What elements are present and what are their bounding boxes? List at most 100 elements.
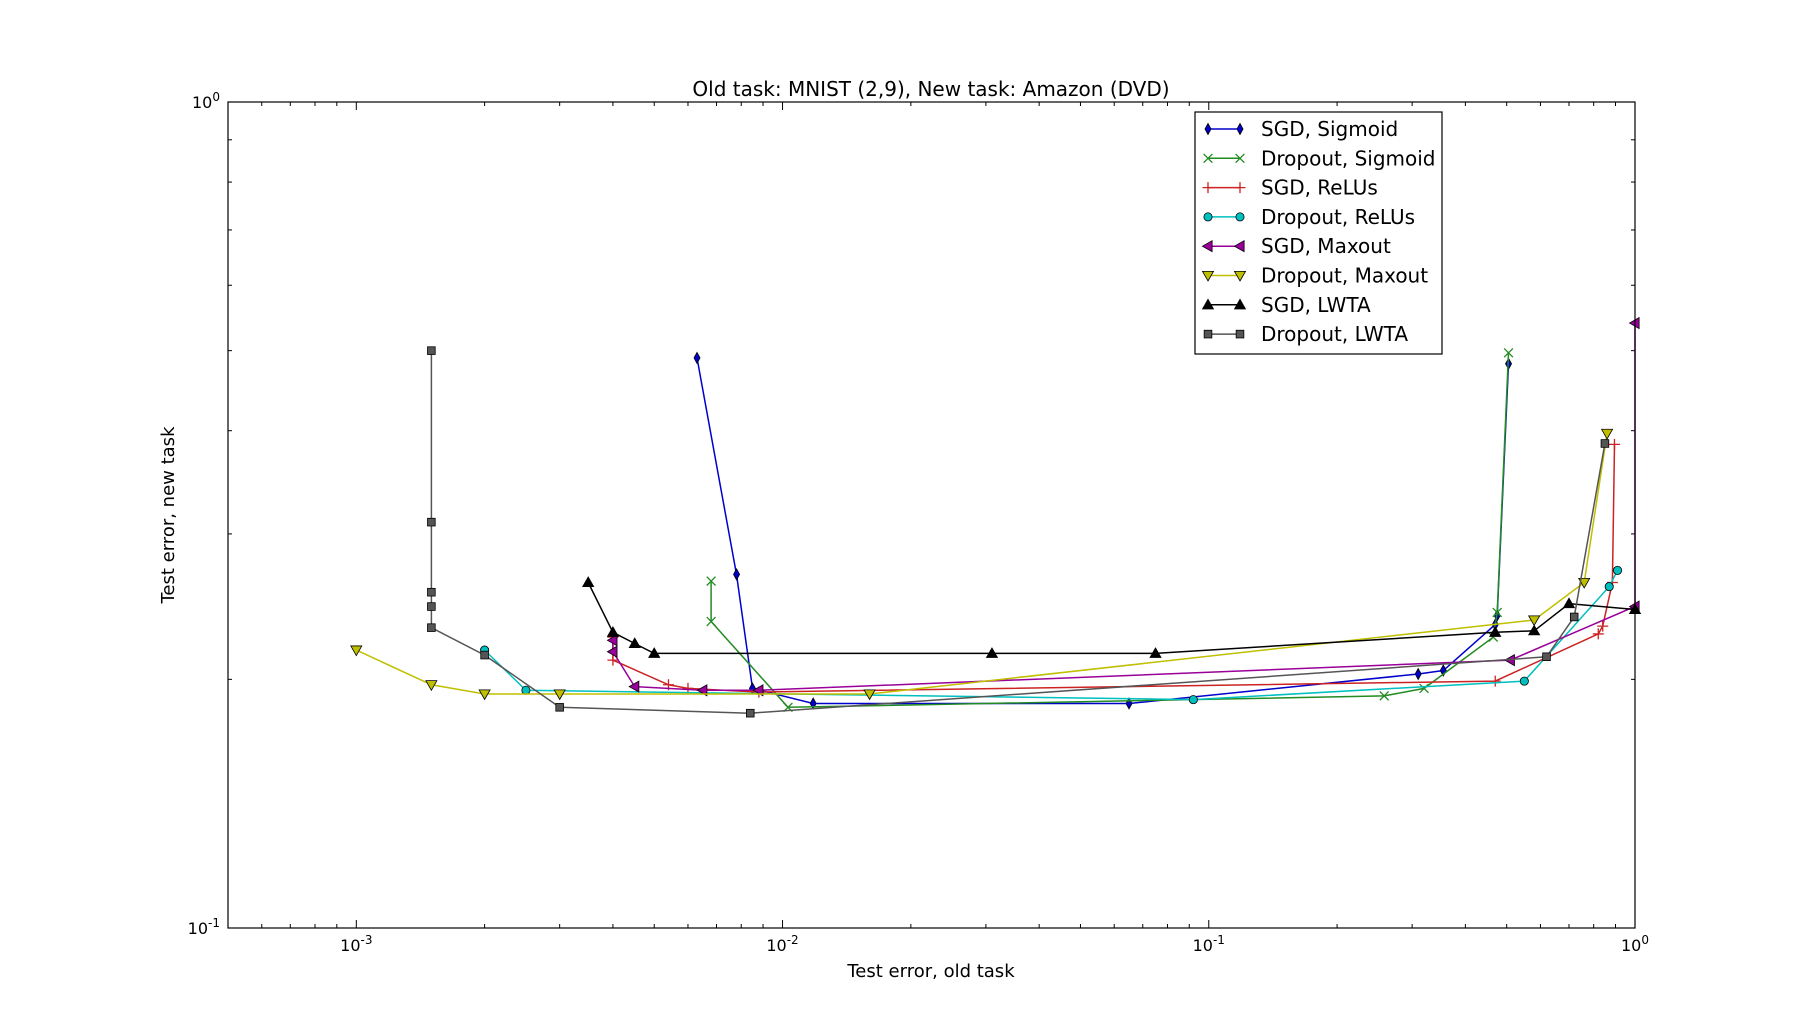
legend-entry-dropout-relus: Dropout, ReLUs [1203, 205, 1415, 229]
data-point [628, 637, 641, 649]
x-axis-label: Test error, old task [846, 961, 1015, 982]
series-line [587, 582, 1636, 655]
series-sgd-sigmoid [693, 351, 1513, 710]
data-point [706, 616, 717, 627]
data-point [1592, 628, 1604, 640]
data-point [478, 689, 491, 701]
series-dropout-relus [480, 565, 1623, 705]
x-tick-label: 10-2 [766, 933, 798, 955]
legend-marker [1201, 298, 1215, 310]
data-point [427, 517, 436, 527]
data-point [1439, 664, 1447, 677]
legend-marker [1235, 329, 1245, 339]
series-dropout-maxout [350, 428, 1614, 701]
legend-marker [1233, 240, 1245, 253]
y-axis-label: Test error, new task [158, 426, 179, 605]
legend-label: Dropout, Maxout [1261, 264, 1428, 288]
data-point [1608, 438, 1620, 450]
data-point [607, 654, 619, 666]
data-point [1414, 667, 1422, 681]
data-point [1503, 347, 1514, 358]
data-point [1628, 316, 1640, 330]
data-point [1489, 626, 1502, 637]
legend-marker [1201, 270, 1215, 282]
minor-ticks [227, 101, 1636, 929]
series-sgd-lwta [582, 576, 1642, 658]
data-point [1492, 607, 1503, 618]
data-point [1489, 675, 1501, 687]
legend-entry-sgd-maxout: SGD, Maxout [1201, 234, 1391, 258]
x-tick-label: 100 [1621, 933, 1649, 955]
y-tick-label: 10-1 [188, 916, 220, 938]
data-point [606, 626, 620, 637]
data-point [1527, 624, 1541, 636]
legend-marker [1201, 240, 1213, 253]
legend-marker [1203, 153, 1213, 164]
y-tick-label: 100 [192, 90, 220, 112]
data-point [582, 576, 595, 588]
data-point [425, 680, 438, 692]
legend-marker [1203, 329, 1213, 339]
data-point [1600, 439, 1610, 448]
plot-frame [227, 101, 1636, 929]
data-point [752, 684, 764, 697]
series-line [612, 444, 1616, 693]
legend-marker [1234, 182, 1246, 194]
series-line [430, 350, 1606, 714]
legend-label: SGD, Maxout [1261, 234, 1391, 258]
series-layer [350, 316, 1642, 718]
data-point [606, 634, 618, 647]
legend-marker [1202, 182, 1214, 194]
data-point [1600, 428, 1614, 440]
legend: SGD, Sigmoid Dropout, Sigmoid SGD, ReLUs Dr… [1194, 111, 1443, 355]
series-line [612, 323, 1636, 692]
data-point [1578, 577, 1591, 589]
data-point [1604, 582, 1614, 592]
x-tick-label: 10-3 [340, 933, 372, 955]
data-point [553, 689, 566, 701]
data-point [555, 703, 564, 712]
chart-title: Old task: MNIST (2,9), New task: Amazon … [692, 77, 1169, 101]
x-tick-labels: 10-3 10-2 10-1 100 [340, 933, 1649, 955]
data-point [1597, 620, 1609, 632]
x-tick-label: 10-1 [1193, 933, 1225, 955]
series-line [696, 357, 1510, 705]
legend-marker [1235, 153, 1245, 164]
data-point [706, 576, 717, 586]
legend-marker [1203, 212, 1213, 222]
series-dropout-sigmoid [706, 347, 1514, 713]
data-point [1149, 647, 1162, 658]
data-point [693, 351, 701, 365]
data-point [1527, 615, 1541, 627]
data-point [427, 602, 436, 611]
data-point [648, 647, 661, 658]
legend-marker [1236, 122, 1244, 136]
data-point [1542, 652, 1551, 662]
data-point [746, 708, 755, 718]
data-point [985, 647, 999, 658]
data-point [1562, 597, 1576, 609]
data-point [1188, 695, 1198, 705]
data-point [480, 650, 489, 660]
legend-entry-sgd-lwta: SGD, LWTA [1201, 293, 1371, 317]
data-point [521, 685, 531, 695]
data-point [733, 568, 741, 581]
data-point [606, 645, 618, 658]
legend-entry-sgd-relus: SGD, ReLUs [1202, 176, 1378, 200]
data-point [1569, 612, 1579, 622]
series-sgd-relus [607, 438, 1620, 698]
data-point [427, 623, 436, 632]
legend-label: Dropout, Sigmoid [1261, 146, 1436, 170]
data-point [1613, 565, 1623, 575]
data-point [628, 680, 640, 693]
data-point [350, 645, 363, 657]
data-point [1125, 697, 1133, 710]
legend-label: SGD, Sigmoid [1261, 117, 1398, 141]
series-dropout-lwta [427, 346, 1610, 718]
data-point [863, 689, 876, 701]
data-point [427, 346, 436, 355]
y-tick-labels: 10-1 100 [188, 90, 220, 938]
series-sgd-maxout [606, 316, 1640, 697]
legend-marker [1235, 212, 1245, 222]
